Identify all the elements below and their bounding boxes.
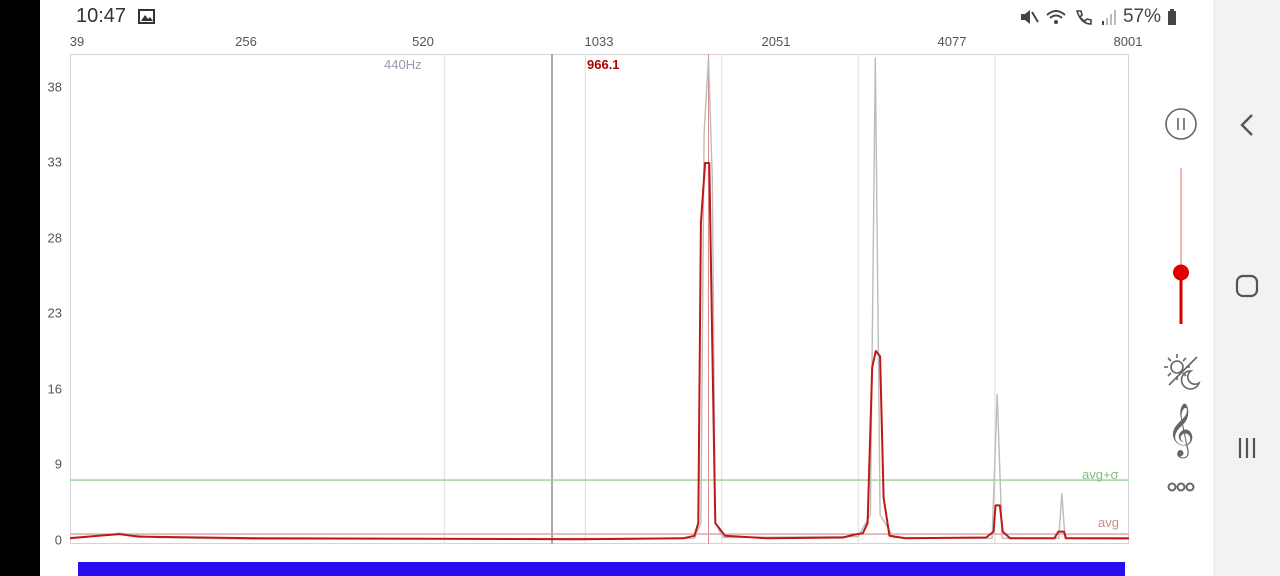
- avg-label: avg: [1098, 515, 1119, 530]
- status-time: 10:47: [76, 5, 127, 27]
- back-icon[interactable]: [1239, 112, 1255, 138]
- reference-frequency-label: 440Hz: [384, 57, 422, 72]
- spectrum-chart[interactable]: [70, 54, 1129, 544]
- plot-frame: [70, 54, 1129, 544]
- peak-frequency-label: 966.1: [587, 57, 620, 72]
- battery-icon: [1168, 9, 1176, 25]
- x-tick-label: 2051: [761, 34, 791, 49]
- gallery-icon: [138, 9, 155, 24]
- app-screen: 10:47 57% 39 256 520 1033: [40, 0, 1213, 576]
- y-tick-label: 9: [54, 456, 62, 472]
- bottom-color-bar: [78, 562, 1125, 576]
- more-options-icon[interactable]: [1166, 480, 1196, 494]
- average-spectrum-line: [70, 162, 1129, 541]
- x-tick-label: 520: [412, 34, 434, 49]
- recent-apps-icon[interactable]: [1237, 436, 1257, 460]
- y-tick-label: 33: [47, 154, 62, 170]
- status-icons: 57%: [1019, 6, 1177, 28]
- x-tick-label: 1033: [584, 34, 614, 49]
- treble-clef-icon[interactable]: 𝄞: [1167, 403, 1195, 455]
- x-tick-label: 8001: [1113, 34, 1143, 49]
- y-tick-label: 23: [47, 305, 62, 321]
- mute-icon: [1020, 10, 1039, 24]
- y-tick-label: 16: [47, 381, 62, 397]
- wifi-icon: [1046, 10, 1066, 24]
- day-night-icon[interactable]: [1161, 351, 1201, 391]
- pause-icon[interactable]: [1164, 107, 1198, 141]
- slider-thumb[interactable]: [1173, 264, 1189, 281]
- navigation-bar: [1213, 0, 1280, 576]
- level-slider[interactable]: [1171, 164, 1191, 330]
- x-tick-label: 39: [69, 34, 85, 49]
- wifi-calling-icon: [1075, 10, 1092, 25]
- y-tick-label: 38: [47, 79, 62, 95]
- y-tick-label: 28: [47, 230, 62, 246]
- home-icon[interactable]: [1235, 274, 1259, 298]
- x-tick-label: 4077: [937, 34, 967, 49]
- signal-icon: [1101, 10, 1116, 25]
- x-tick-label: 256: [235, 34, 257, 49]
- y-tick-label: 0: [54, 532, 62, 548]
- battery-percent: 57%: [1122, 6, 1161, 27]
- avg-sigma-label: avg+σ: [1082, 467, 1119, 482]
